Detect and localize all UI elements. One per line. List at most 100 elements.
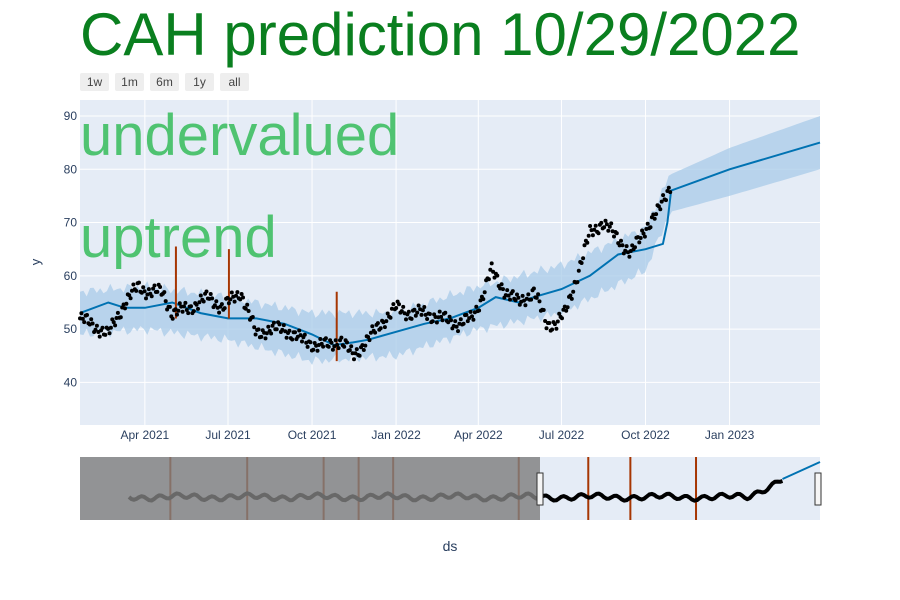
actual-point xyxy=(645,221,650,226)
actual-point xyxy=(489,261,494,266)
actual-point xyxy=(409,316,414,321)
actual-point xyxy=(642,234,647,239)
actual-point xyxy=(439,314,444,319)
actual-point xyxy=(239,292,244,296)
x-tick-label: Apr 2022 xyxy=(454,428,503,442)
x-tick-label: Jul 2022 xyxy=(539,428,585,442)
x-axis-label: ds xyxy=(443,538,458,554)
actual-point xyxy=(321,344,326,349)
y-tick-label: 40 xyxy=(64,375,78,389)
actual-points xyxy=(78,185,673,362)
x-tick-label: Apr 2021 xyxy=(121,428,170,442)
y-tick-label: 60 xyxy=(64,269,78,283)
actual-point xyxy=(305,344,310,349)
actual-point xyxy=(652,216,657,221)
actual-point xyxy=(585,240,590,245)
actual-point xyxy=(624,244,629,249)
actual-point xyxy=(315,348,320,353)
actual-point xyxy=(515,292,519,297)
actual-point xyxy=(471,317,476,322)
actual-point xyxy=(323,336,328,341)
actual-point xyxy=(590,233,595,238)
actual-point xyxy=(167,304,172,309)
actual-point xyxy=(170,316,175,321)
actual-point xyxy=(477,308,482,313)
actual-point xyxy=(339,335,344,340)
actual-point xyxy=(269,331,274,336)
actual-point xyxy=(302,332,307,337)
actual-point xyxy=(384,319,389,324)
actual-point xyxy=(354,347,359,352)
actual-point xyxy=(107,331,112,336)
actual-point xyxy=(131,282,136,287)
actual-point xyxy=(82,320,87,325)
actual-point xyxy=(152,283,157,288)
actual-point xyxy=(427,312,432,316)
actual-point xyxy=(342,344,347,349)
range-button-1w[interactable]: 1w xyxy=(80,73,109,91)
actual-point xyxy=(232,299,237,304)
actual-point xyxy=(579,261,584,265)
actual-point xyxy=(226,301,231,306)
actual-point xyxy=(284,335,289,340)
actual-point xyxy=(217,310,222,315)
actual-point xyxy=(151,286,156,291)
actual-point xyxy=(366,335,371,339)
range-button-1m[interactable]: 1m xyxy=(115,73,144,91)
actual-point xyxy=(659,199,664,204)
actual-point xyxy=(529,297,534,302)
actual-point xyxy=(586,233,591,238)
actual-point xyxy=(614,231,619,236)
actual-point xyxy=(94,323,99,328)
actual-point xyxy=(607,224,612,229)
actual-point xyxy=(520,293,525,298)
actual-point xyxy=(175,312,179,317)
range-button-1y[interactable]: 1y xyxy=(185,73,214,91)
actual-point xyxy=(311,347,316,352)
actual-point xyxy=(345,340,349,345)
actual-point xyxy=(482,290,487,295)
range-button-all[interactable]: all xyxy=(220,73,249,91)
plot-area[interactable] xyxy=(80,100,820,425)
actual-point xyxy=(488,267,493,272)
actual-point xyxy=(461,321,466,326)
actual-point xyxy=(434,320,439,325)
actual-point xyxy=(582,243,587,248)
actual-point xyxy=(111,320,116,325)
x-axis-ticks: Apr 2021 Jul 2021 Oct 2021 Jan 2022 Apr 2022… xyxy=(121,428,755,442)
actual-point xyxy=(391,302,396,307)
actual-point xyxy=(654,212,659,217)
range-slider-right-handle[interactable] xyxy=(814,472,822,506)
actual-point xyxy=(194,302,199,307)
actual-point xyxy=(297,328,302,333)
annotation-uptrend: uptrend xyxy=(80,205,277,270)
actual-point xyxy=(271,320,276,325)
actual-point xyxy=(422,305,427,309)
actual-point xyxy=(609,221,614,226)
actual-point xyxy=(373,330,378,335)
actual-point xyxy=(505,288,510,293)
actual-point xyxy=(198,293,203,298)
actual-point xyxy=(399,309,404,314)
range-slider-left-handle[interactable] xyxy=(536,472,544,506)
actual-point xyxy=(300,339,304,344)
actual-point xyxy=(330,347,335,352)
actual-point xyxy=(661,193,666,198)
actual-point xyxy=(492,275,497,280)
actual-point xyxy=(263,336,268,341)
actual-point xyxy=(576,268,581,273)
range-button-6m[interactable]: 6m xyxy=(150,73,179,91)
actual-point xyxy=(664,198,668,203)
actual-point xyxy=(158,285,163,289)
range-slider[interactable] xyxy=(80,457,822,520)
actual-point xyxy=(464,312,469,317)
actual-point xyxy=(543,319,548,323)
actual-point xyxy=(90,321,95,326)
actual-point xyxy=(565,305,570,310)
actual-point xyxy=(564,308,569,313)
actual-point xyxy=(633,245,637,250)
actual-point xyxy=(80,316,85,321)
actual-point xyxy=(413,313,418,318)
actual-point xyxy=(201,299,206,304)
